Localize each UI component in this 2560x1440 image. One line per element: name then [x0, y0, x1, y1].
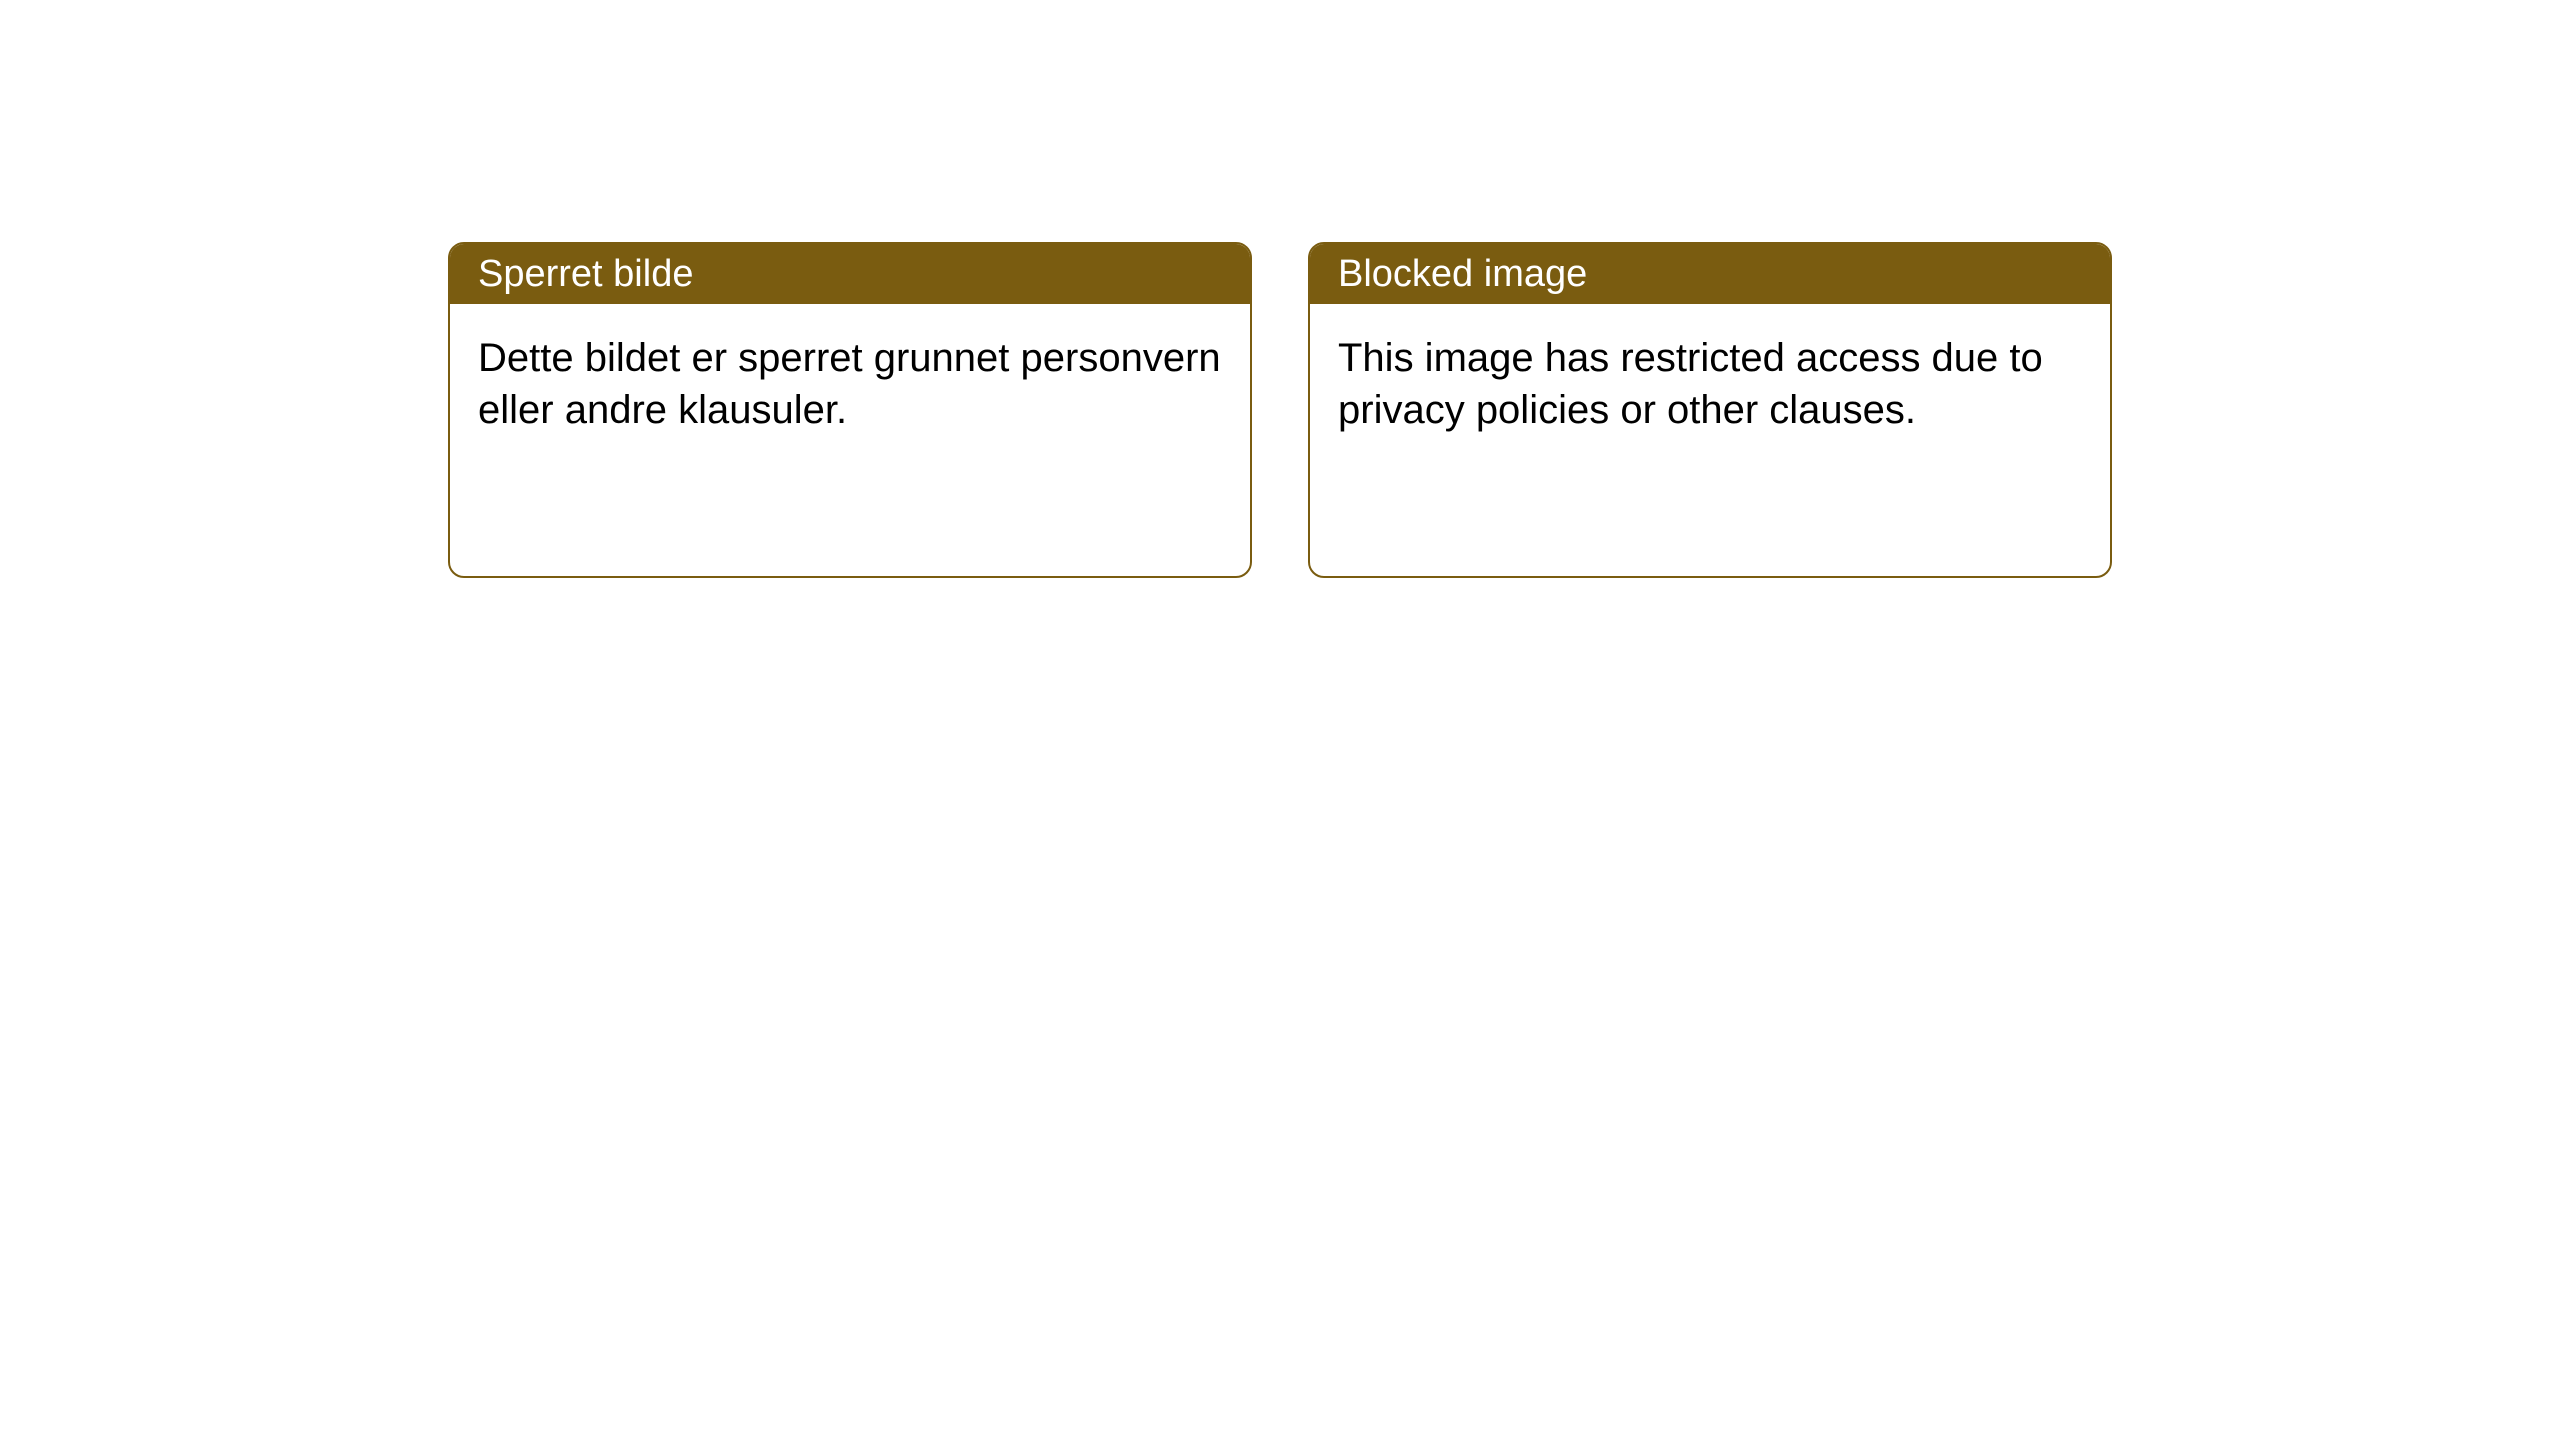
- notice-title: Sperret bilde: [478, 253, 693, 296]
- notice-body-text: Dette bildet er sperret grunnet personve…: [478, 336, 1221, 432]
- notice-card-english: Blocked image This image has restricted …: [1308, 242, 2112, 578]
- notice-header: Blocked image: [1310, 244, 2110, 304]
- notice-container: Sperret bilde Dette bildet er sperret gr…: [0, 0, 2560, 578]
- notice-body: Dette bildet er sperret grunnet personve…: [450, 304, 1250, 464]
- notice-body: This image has restricted access due to …: [1310, 304, 2110, 464]
- notice-title: Blocked image: [1338, 253, 1587, 296]
- notice-header: Sperret bilde: [450, 244, 1250, 304]
- notice-card-norwegian: Sperret bilde Dette bildet er sperret gr…: [448, 242, 1252, 578]
- notice-body-text: This image has restricted access due to …: [1338, 336, 2043, 432]
